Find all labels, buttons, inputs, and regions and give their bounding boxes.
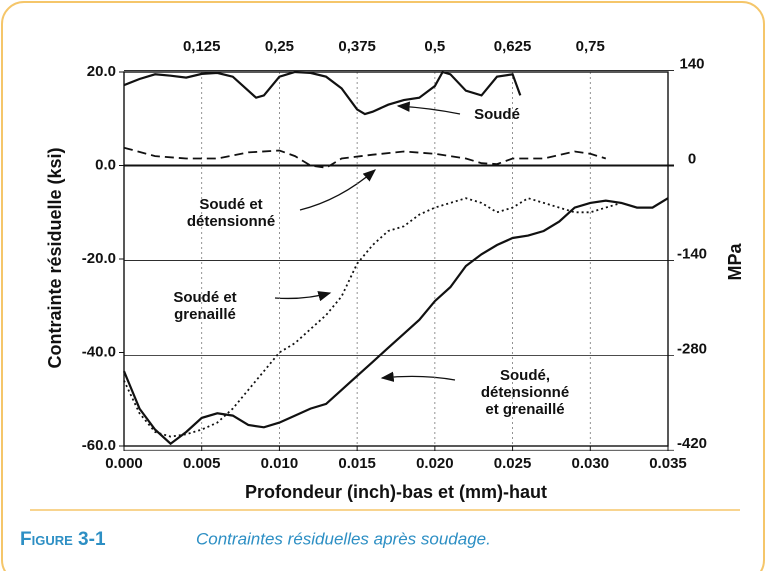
y2-tick-label: -140: [677, 245, 707, 262]
x-tick-label: 0.020: [416, 455, 454, 472]
arrow: [396, 101, 461, 115]
plot-frame: [123, 71, 669, 447]
annotation: détensionné: [187, 213, 275, 230]
y2-tick-label: 0: [688, 150, 696, 167]
x2-tick-label: 0,5: [424, 38, 445, 55]
arrow: [274, 291, 332, 302]
x-tick-label: 0.000: [105, 455, 143, 472]
x-tick-label: 0.025: [494, 455, 532, 472]
series-line: [123, 146, 607, 169]
annotation: Soudé et: [173, 289, 236, 306]
annotation: Soudé et: [199, 196, 262, 213]
y2-tick-label: 140: [679, 56, 704, 73]
y-tick-label: -40.0: [82, 343, 116, 360]
series-line: [122, 197, 669, 446]
y2-axis-label: MPa: [725, 243, 745, 281]
annotation: Soudé: [474, 106, 520, 123]
series-line: [123, 70, 522, 116]
arrow: [299, 169, 376, 211]
x2-tick-label: 0,375: [338, 38, 376, 55]
y-axis-label: Contrainte résiduelle (ksi): [45, 147, 65, 368]
caption-label: Figure 3-1: [20, 529, 106, 550]
arrows: [274, 101, 461, 382]
x-tick-label: 0.005: [183, 455, 221, 472]
annotation: grenaillé: [174, 306, 236, 323]
caption-text: Contraintes résiduelles après soudage.: [196, 529, 491, 548]
y2-tick-label: -420: [677, 435, 707, 452]
y-tick-label: 20.0: [87, 63, 116, 80]
x2-tick-label: 0,625: [494, 38, 532, 55]
y-tick-label: -20.0: [82, 250, 116, 267]
x-tick-label: 0.030: [572, 455, 610, 472]
x-axis-label: Profondeur (inch)-bas et (mm)-haut: [245, 482, 547, 502]
series-line: [123, 197, 622, 438]
x-tick-label: 0.015: [338, 455, 376, 472]
y-tick-label: -60.0: [82, 437, 116, 454]
x-tick-label: 0.035: [649, 455, 687, 472]
x2-tick-label: 0,125: [183, 38, 221, 55]
arrow: [380, 371, 456, 382]
y-tick-label: 0.0: [95, 156, 116, 173]
y2-tick-label: -280: [677, 340, 707, 357]
x-tick-label: 0.010: [261, 455, 299, 472]
annotation: Soudé,: [500, 367, 550, 384]
x2-tick-label: 0,25: [265, 38, 294, 55]
x2-tick-label: 0,75: [576, 38, 605, 55]
annotation: et grenaillé: [485, 401, 564, 418]
annotation: détensionné: [481, 384, 569, 401]
